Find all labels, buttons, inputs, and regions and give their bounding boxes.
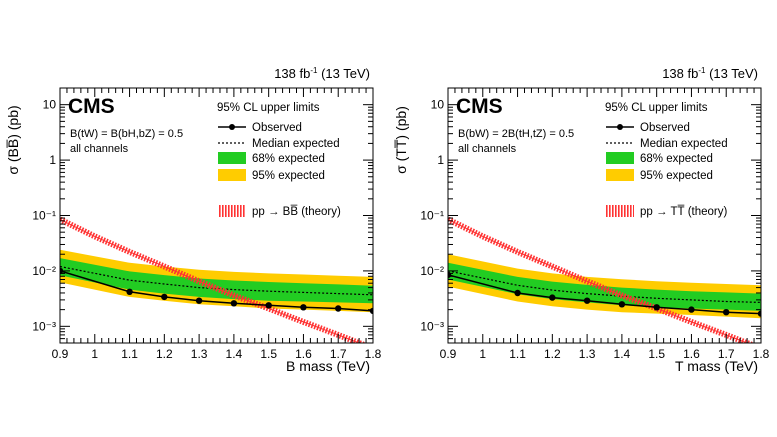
y-tick-label: 10⁻³ — [32, 319, 56, 333]
median-expected-line — [448, 270, 761, 303]
median-expected-line — [60, 265, 373, 296]
legend-band68-swatch — [606, 152, 634, 164]
y-axis-label: σ (BB̅) (pb) — [5, 105, 21, 174]
legend-observed-marker — [617, 124, 623, 130]
legend-observed-marker — [229, 124, 235, 130]
legend-observed-label: Observed — [640, 122, 690, 134]
legend-theory-label: pp → TT̅ (theory) — [640, 206, 728, 218]
observed-point — [300, 304, 307, 311]
condition-label: all channels — [458, 143, 517, 155]
x-tick-label: 1.4 — [614, 347, 631, 361]
x-tick-label: 0.9 — [440, 347, 457, 361]
x-tick-label: 1.1 — [121, 347, 138, 361]
observed-point — [195, 297, 203, 304]
legend-theory-swatch — [606, 205, 634, 217]
legend-band95-swatch — [218, 169, 246, 181]
legend-band68-label: 68% expected — [252, 153, 325, 165]
x-tick-label: 1.7 — [718, 347, 735, 361]
y-tick-label: 10⁻² — [420, 264, 444, 278]
plot-area: 0.9 1 1.1 1.2 1.3 1.4 1.5 1.6 1.7 1.8 10⁻³ 10⁻² 10⁻¹… — [420, 87, 770, 361]
y-tick-label: 1 — [437, 153, 444, 167]
condition-label: B(tW) = B(bH,bZ) = 0.5 — [70, 128, 183, 140]
plot-clip — [448, 216, 761, 343]
legend-median-label: Median expected — [640, 138, 728, 150]
experiment-label: CMS — [68, 95, 115, 118]
x-tick-label: 0.9 — [52, 347, 69, 361]
x-tick-label: 1 — [91, 347, 98, 361]
observed-point — [653, 304, 660, 311]
legend-theory-swatch — [218, 205, 246, 217]
x-axis-label: B mass (TeV) — [286, 358, 370, 374]
plot-area: 0.9 1 1.1 1.2 1.3 1.4 1.5 1.6 1.7 1.8 10⁻³ 10⁻² 10⁻¹… — [32, 87, 382, 361]
condition-label: B(bW) = 2B(tH,tZ) = 0.5 — [458, 128, 574, 140]
x-tick-label: 1.3 — [191, 347, 208, 361]
legend-title: 95% CL upper limits — [217, 102, 320, 114]
experiment-label: CMS — [456, 95, 503, 118]
band-68-expected — [448, 262, 761, 311]
x-tick-label: 1.4 — [226, 347, 243, 361]
luminosity-label: 138 fb-1 (13 TeV) — [274, 66, 370, 81]
chart-panel-left: 138 fb-1 (13 TeV) σ (BB̅) (pb) B mass (T… — [5, 66, 382, 374]
x-tick-label: 1.8 — [753, 347, 770, 361]
luminosity-label: 138 fb-1 (13 TeV) — [662, 66, 758, 81]
observed-point — [757, 310, 761, 317]
y-tick-label: 10⁻³ — [420, 319, 444, 333]
legend-median-label: Median expected — [252, 138, 340, 150]
x-tick-label: 1.6 — [683, 347, 700, 361]
legend-band68-swatch — [218, 152, 246, 164]
observed-point — [161, 293, 168, 301]
y-tick-label: 10 — [431, 98, 445, 112]
legend-title: 95% CL upper limits — [605, 102, 708, 114]
y-tick-label: 10⁻¹ — [420, 209, 444, 223]
observed-point — [618, 301, 626, 308]
observed-point — [549, 294, 556, 301]
theory-line — [60, 218, 361, 343]
y-tick-label: 10⁻² — [32, 264, 56, 278]
legend-band95-swatch — [606, 169, 634, 181]
x-tick-label: 1.7 — [330, 347, 347, 361]
legend: 95% CL upper limits Observed Median expe… — [605, 102, 728, 218]
legend: 95% CL upper limits Observed Median expe… — [217, 102, 341, 218]
x-tick-label: 1.8 — [365, 347, 382, 361]
legend-band68-label: 68% expected — [640, 153, 713, 165]
theory-line — [448, 218, 749, 343]
legend-observed-label: Observed — [252, 122, 302, 134]
x-tick-label: 1.5 — [260, 347, 277, 361]
observed-point — [265, 302, 272, 309]
x-tick-label: 1 — [479, 347, 486, 361]
x-tick-label: 1.2 — [156, 347, 173, 361]
x-tick-label: 1.6 — [295, 347, 312, 361]
x-axis-label: T mass (TeV) — [675, 358, 758, 374]
x-tick-label: 1.2 — [544, 347, 561, 361]
observed-point — [723, 309, 730, 316]
x-tick-label: 1.3 — [579, 347, 596, 361]
x-tick-label: 1.5 — [648, 347, 665, 361]
y-tick-label: 10⁻¹ — [32, 209, 56, 223]
legend-band95-label: 95% expected — [252, 170, 325, 182]
observed-point — [230, 300, 238, 307]
observed-point — [335, 305, 342, 312]
observed-point — [514, 289, 521, 297]
chart-panel-right: 138 fb-1 (13 TeV) σ (TT̅) (pb) T mass (T… — [393, 66, 770, 374]
observed-point — [688, 306, 695, 313]
y-tick-label: 1 — [49, 153, 56, 167]
observed-point — [126, 288, 133, 295]
y-axis-label: σ (TT̅) (pb) — [393, 106, 409, 174]
x-tick-label: 1.1 — [509, 347, 526, 361]
condition-label: all channels — [70, 143, 129, 155]
legend-band95-label: 95% expected — [640, 170, 713, 182]
plot-clip — [60, 216, 373, 343]
legend-theory-label: pp → BB̅ (theory) — [252, 206, 341, 218]
observed-point — [583, 297, 591, 304]
y-tick-label: 10 — [43, 98, 57, 112]
